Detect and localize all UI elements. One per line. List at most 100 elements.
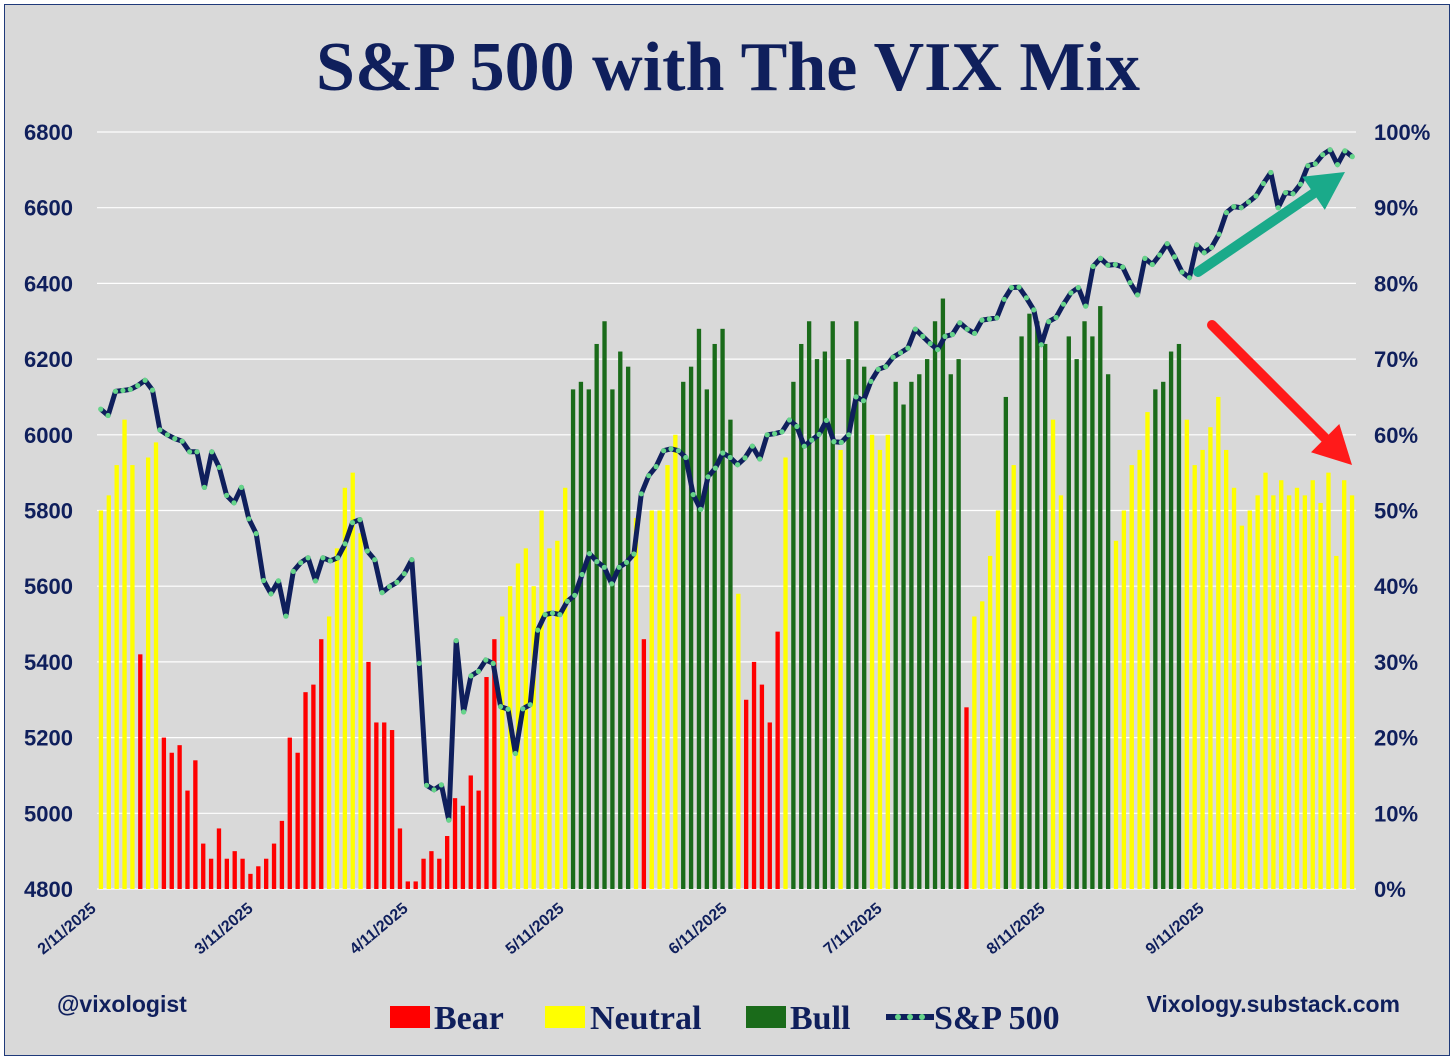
legend-swatch-neutral: [545, 1006, 585, 1028]
right-tick-label: 40%: [1374, 574, 1418, 599]
right-tick-label: 80%: [1374, 271, 1418, 296]
bar-neutral: [130, 465, 135, 889]
bar-neutral: [1334, 555, 1339, 889]
x-tick-label: 9/11/2025: [1143, 900, 1208, 958]
bar-neutral: [1121, 510, 1127, 889]
bar-bull: [728, 419, 733, 889]
bar-bear: [319, 639, 324, 889]
bar-neutral: [1050, 419, 1056, 889]
sp500-point: [149, 387, 156, 393]
sp500-point: [579, 571, 585, 578]
sp500-point: [401, 571, 407, 577]
sp500-point: [601, 564, 607, 570]
bar-neutral: [1349, 495, 1355, 889]
x-tick-label: 5/11/2025: [503, 900, 568, 958]
x-tick-label: 8/11/2025: [984, 900, 1049, 958]
annotation-arrows: [1193, 172, 1352, 465]
bar-bear: [413, 881, 418, 889]
sp500-point: [201, 484, 207, 490]
sp500-point: [609, 581, 615, 587]
bar-neutral: [523, 548, 529, 889]
right-tick-label: 90%: [1374, 196, 1418, 221]
sp500-point: [327, 558, 333, 564]
sp500-point: [416, 660, 422, 667]
bar-bear: [751, 661, 757, 889]
bar-bull: [1027, 313, 1032, 889]
bar-bull: [602, 321, 607, 889]
bar-neutral: [1286, 495, 1292, 889]
right-tick-label: 20%: [1374, 726, 1418, 751]
bar-neutral: [1184, 419, 1189, 889]
sp500-point: [342, 541, 348, 547]
sp500-point: [209, 449, 215, 455]
bar-neutral: [555, 540, 560, 889]
sp500-point: [1083, 303, 1089, 309]
bar-neutral: [1302, 495, 1308, 889]
bar-neutral: [657, 510, 662, 889]
sp500-point: [490, 660, 496, 667]
sp500-point: [261, 577, 267, 584]
sp500-point: [594, 559, 600, 565]
sp500-point: [127, 386, 133, 392]
bar-neutral: [1247, 510, 1252, 889]
sp500-point: [712, 465, 719, 471]
bar-bear: [397, 828, 403, 889]
sp500-point: [312, 578, 319, 584]
left-tick-label: 5000: [24, 801, 73, 826]
sp500-point: [142, 377, 148, 383]
sp500-point: [1179, 269, 1185, 275]
bar-bull: [893, 381, 898, 889]
bar-neutral: [1113, 540, 1119, 889]
sp500-point: [290, 568, 296, 575]
bar-bull: [594, 343, 599, 890]
sp500-point: [1275, 205, 1281, 211]
sp500-point: [646, 473, 652, 479]
bar-neutral: [783, 457, 788, 889]
sp500-point: [527, 702, 533, 708]
bar-neutral: [1224, 449, 1229, 889]
up-arrow-head: [1302, 172, 1345, 210]
sp500-point: [424, 782, 430, 788]
bar-neutral: [649, 510, 654, 889]
bar-neutral: [539, 510, 544, 889]
sp500-point: [1290, 191, 1296, 197]
right-tick-label: 60%: [1374, 423, 1418, 448]
bar-neutral: [122, 419, 127, 889]
left-axis-ticks: 4800 5000 5200 5400 5600 5800 6000 6200 6400 6600…: [24, 120, 73, 902]
bar-bear: [240, 858, 245, 889]
sp500-point: [268, 591, 274, 597]
sp500-point: [801, 443, 807, 449]
up-arrow-shaft: [1193, 188, 1319, 277]
bar-bull: [1153, 389, 1158, 889]
bar-neutral: [153, 442, 159, 889]
bar-bear: [256, 866, 261, 889]
sp500-point: [120, 387, 126, 394]
bar-bull: [909, 381, 914, 889]
sp500-point: [979, 317, 985, 323]
sp500-point: [683, 454, 689, 461]
sp500-point: [668, 446, 674, 452]
sp500-point: [1297, 181, 1304, 187]
bar-bear: [775, 631, 780, 889]
sp500-point: [386, 584, 393, 590]
sp500-point: [905, 345, 911, 351]
sp500-point: [1216, 231, 1222, 237]
right-tick-label: 30%: [1374, 650, 1418, 675]
bar-bull: [1066, 336, 1071, 889]
legend-swatch-bear: [390, 1006, 430, 1028]
sp500-point: [1201, 250, 1207, 256]
sp500-point: [253, 531, 259, 537]
legend-swatch-sp500-marker: [895, 1014, 901, 1020]
sp500-point: [1046, 319, 1052, 325]
left-tick-label: 5800: [24, 499, 73, 524]
sp500-point: [897, 350, 904, 356]
bar-bear: [405, 881, 410, 889]
bar-bear: [248, 873, 253, 889]
sp500-point: [461, 709, 467, 715]
bar-bear: [641, 639, 647, 889]
sp500-point: [1209, 244, 1215, 250]
sp500-point: [1194, 242, 1200, 248]
sp500-point: [498, 704, 504, 710]
sp500-point: [483, 657, 489, 663]
